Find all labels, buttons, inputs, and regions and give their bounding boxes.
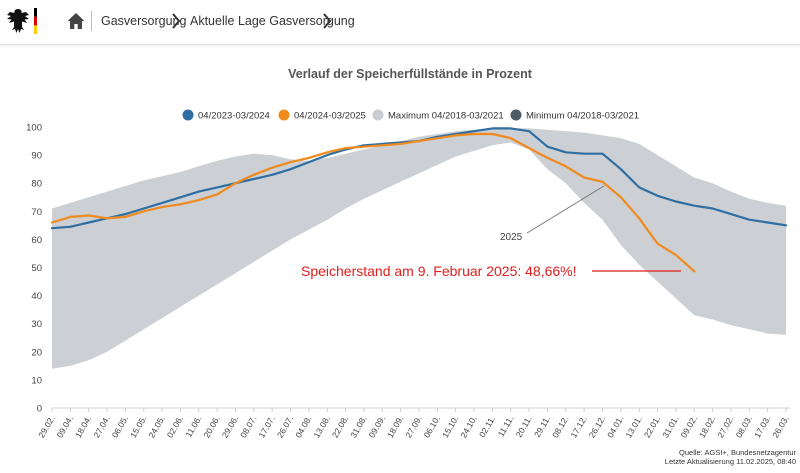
x-tick-label: 22.01.	[642, 414, 662, 439]
bundesadler-logo[interactable]	[4, 6, 42, 36]
x-tick-label: 02.11.	[477, 414, 497, 439]
x-tick-label: 09.02.	[679, 414, 699, 439]
x-tick-label: 08.03.	[734, 414, 754, 439]
chart-legend: 04/2023-03/2024 04/2024-03/2025 Maximum 04…	[182, 109, 639, 122]
y-tick-label: 50	[31, 263, 42, 274]
range-band-max-min	[52, 128, 786, 369]
home-icon[interactable]	[66, 10, 86, 32]
chevron-right-icon	[172, 13, 181, 29]
x-tick-label: 24.05.	[146, 414, 166, 439]
y-tick-label: 0	[37, 404, 42, 415]
flag-black-stripe	[34, 8, 37, 17]
eagle-emblem	[7, 9, 29, 33]
x-tick-label: 13.08.	[312, 414, 332, 439]
legend-label: 04/2023-03/2024	[198, 111, 270, 122]
x-tick-label: 27.04.	[91, 414, 111, 439]
x-tick-label: 20.11.	[514, 414, 534, 439]
x-tick-label: 26.03.	[770, 414, 790, 439]
x-tick-label: 02.06.	[165, 414, 185, 439]
y-tick-label: 10	[31, 375, 42, 386]
x-tick-label: 06.10.	[422, 414, 442, 439]
flag-red-stripe	[34, 16, 37, 26]
series-line-2024-2025	[50, 132, 696, 273]
legend-marker	[372, 109, 384, 121]
x-tick-label: 06.05.	[110, 414, 130, 439]
x-tick-label: 08.12.	[550, 414, 570, 439]
x-tick-label: 26.12.	[587, 414, 607, 439]
x-tick-label: 20.06.	[201, 414, 221, 439]
last-update-text: Letzte Aktualisierung 11.02.2025, 08:40	[665, 457, 796, 466]
x-tick-label: 26.07.	[275, 414, 295, 439]
x-tick-label: 09.04.	[55, 414, 75, 439]
storage-level-chart: Verlauf der Speicherfüllstände in Prozen…	[26, 67, 796, 466]
band-layer	[52, 128, 786, 369]
breadcrumb-aktuelle-lage[interactable]: Aktuelle Lage Gasversorgung	[190, 14, 355, 28]
x-tick-label: 18.02.	[697, 414, 717, 439]
chart-title: Verlauf der Speicherfüllstände in Prozen…	[288, 67, 533, 81]
y-tick-label: 80	[31, 179, 42, 190]
y-tick-label: 40	[31, 291, 42, 302]
x-tick-label: 18.09.	[385, 414, 405, 439]
x-tick-label: 17.12.	[568, 414, 588, 439]
x-tick-label: 29.11.	[532, 414, 552, 439]
annotation-2025-arrow	[526, 185, 605, 234]
x-tick-label: 29.02.	[36, 414, 56, 439]
x-tick-label: 11.06.	[183, 414, 203, 439]
y-tick-label: 20	[31, 347, 42, 358]
y-tick-label: 100	[26, 123, 42, 134]
source-text: Quelle: AGSI+, Bundesnetzagentur	[679, 448, 796, 457]
series-layer	[50, 127, 788, 273]
x-tick-label: 24.10.	[458, 414, 478, 439]
legend-marker	[278, 109, 290, 121]
cropped-footer-strip	[0, 466, 800, 473]
flag-gold-stripe	[34, 25, 37, 34]
x-tick-label: 31.01.	[660, 414, 680, 439]
x-tick-label: 17.03.	[752, 414, 772, 439]
x-tick-label: 27.09.	[403, 414, 423, 439]
legend-label: 04/2024-03/2025	[294, 111, 366, 122]
top-navigation-bar: Gasversorgung Aktuelle Lage Gasversorgun…	[0, 0, 800, 45]
x-tick-label: 13.01.	[623, 414, 643, 439]
legend-marker	[182, 109, 194, 121]
x-tick-label: 09.09.	[367, 414, 387, 439]
legend-label: Minimum 04/2018-03/2021	[526, 111, 639, 122]
x-tick-label: 04.08.	[293, 414, 313, 439]
y-tick-label: 30	[31, 319, 42, 330]
legend-marker	[510, 109, 522, 121]
x-tick-label: 15.10.	[440, 414, 460, 439]
x-tick-label: 22.08.	[330, 414, 350, 439]
y-tick-label: 60	[31, 235, 42, 246]
x-tick-label: 15.05.	[128, 414, 148, 439]
x-tick-label: 29.06.	[220, 414, 240, 439]
x-tick-label: 04.01.	[605, 414, 625, 439]
x-tick-label: 18.04.	[73, 414, 93, 439]
legend-label: Maximum 04/2018-03/2021	[388, 111, 504, 122]
x-tick-label: 11.11.	[496, 414, 516, 438]
y-tick-label: 70	[31, 207, 42, 218]
x-tick-label: 31.08.	[348, 414, 368, 439]
chevron-right-icon	[323, 13, 332, 29]
annotation-storage-level: Speicherstand am 9. Februar 2025: 48,66%…	[301, 263, 577, 279]
x-tick-label: 08.07.	[238, 414, 258, 439]
annotation-2025: 2025	[500, 232, 523, 243]
x-tick-label: 27.02.	[715, 414, 735, 439]
breadcrumb-divider	[91, 11, 92, 31]
breadcrumb-gasversorgung[interactable]: Gasversorgung	[101, 14, 187, 28]
x-tick-label: 17.07.	[256, 414, 276, 439]
y-tick-label: 90	[31, 151, 42, 162]
